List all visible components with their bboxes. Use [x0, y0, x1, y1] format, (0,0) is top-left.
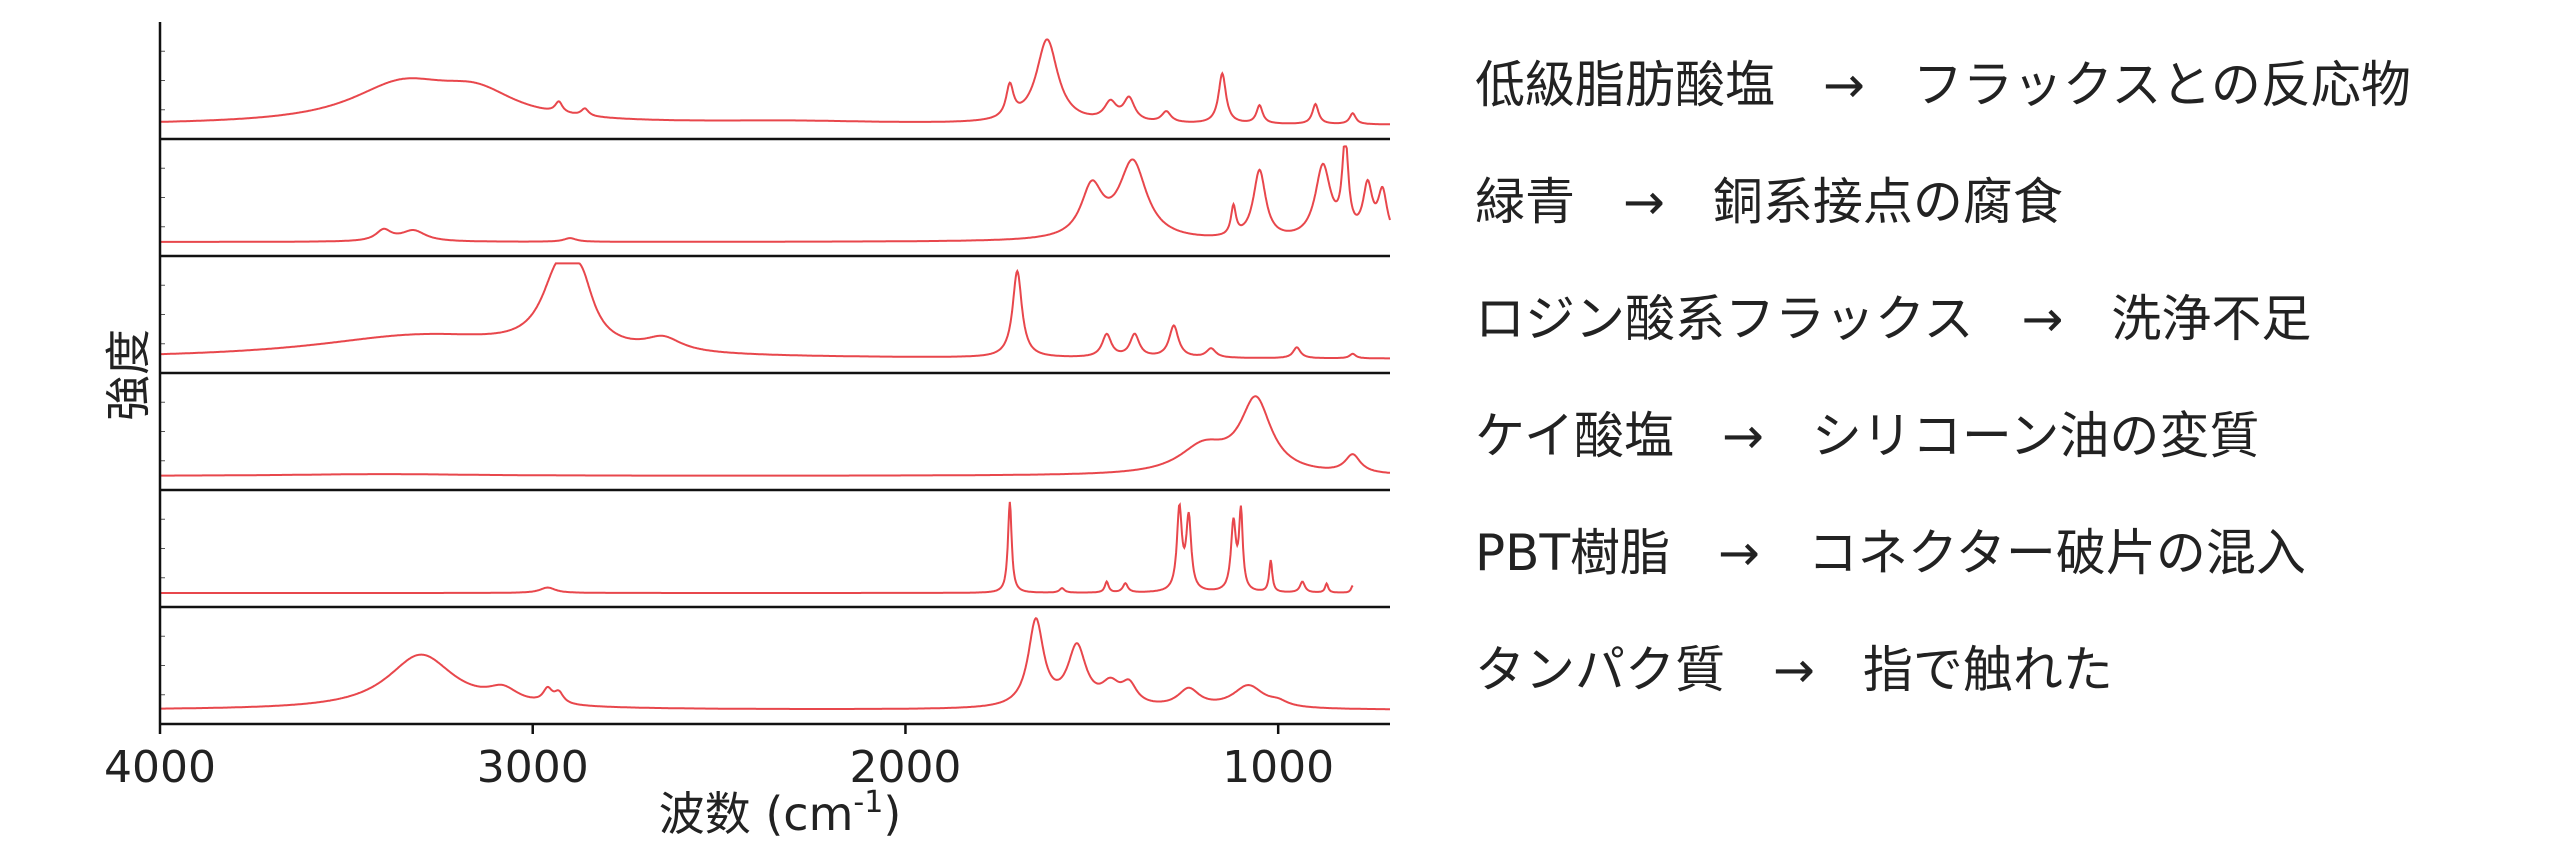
spectrum-line-2: [160, 145, 1391, 243]
substance-label: 緑青: [1475, 173, 1575, 231]
substance-label: ケイ酸塩: [1475, 407, 1674, 465]
cause-label: 銅系接点の腐食: [1712, 173, 2063, 231]
spectra-panels: [159, 38, 1391, 711]
spectrum-line-4: [160, 395, 1390, 477]
x-tick-label-4000: 4000: [104, 742, 216, 793]
assignment-row-1: 低級脂肪酸塩 → フラックスとの反応物: [1475, 40, 2411, 130]
arrow-icon: →: [1718, 524, 1760, 582]
x-axis-label-end: ): [883, 787, 901, 841]
arrow-icon: →: [1773, 641, 1815, 699]
substance-label: PBT樹脂: [1475, 524, 1670, 582]
x-tick-label-1000: 1000: [1222, 742, 1334, 793]
cause-label: コネクター破片の混入: [1807, 524, 2306, 582]
arrow-icon: →: [1623, 173, 1665, 231]
arrow-icon: →: [1823, 56, 1865, 114]
x-axis-label-main: 波数 (cm: [659, 787, 854, 841]
x-axis-label-sup: -1: [853, 785, 883, 820]
substance-label: タンパク質: [1475, 641, 1725, 699]
spectrum-line-6: [160, 616, 1390, 711]
cause-label: シリコーン油の変質: [1811, 407, 2260, 465]
assignment-row-5: PBT樹脂 → コネクター破片の混入: [1475, 508, 2306, 598]
spectrum-line-1: [159, 38, 1390, 126]
arrow-icon: →: [1722, 407, 1764, 465]
axes: 4000 3000 2000 1000: [104, 22, 1390, 793]
cause-label: フラックスとの反応物: [1912, 56, 2411, 114]
y-axis-label: 強度: [102, 329, 156, 421]
substance-label: 低級脂肪酸塩: [1475, 56, 1775, 114]
assignment-row-2: 緑青 → 銅系接点の腐食: [1475, 157, 2063, 247]
x-axis-label: 波数 (cm-1): [659, 785, 902, 841]
assignment-row-4: ケイ酸塩 → シリコーン油の変質: [1475, 391, 2259, 481]
assignment-row-6: タンパク質 → 指で触れた: [1475, 625, 2113, 715]
x-tick-label-3000: 3000: [477, 742, 589, 793]
cause-label: 指で触れた: [1862, 641, 2113, 699]
spectrum-line-5: [160, 501, 1354, 594]
x-tick-label-2000: 2000: [849, 742, 961, 793]
assignment-row-3: ロジン酸系フラックス → 洗浄不足: [1475, 274, 2311, 364]
substance-label: ロジン酸系フラックス: [1475, 290, 1974, 348]
cause-label: 洗浄不足: [2111, 290, 2312, 348]
arrow-icon: →: [2021, 290, 2064, 348]
spectrum-line-3: [159, 262, 1390, 360]
